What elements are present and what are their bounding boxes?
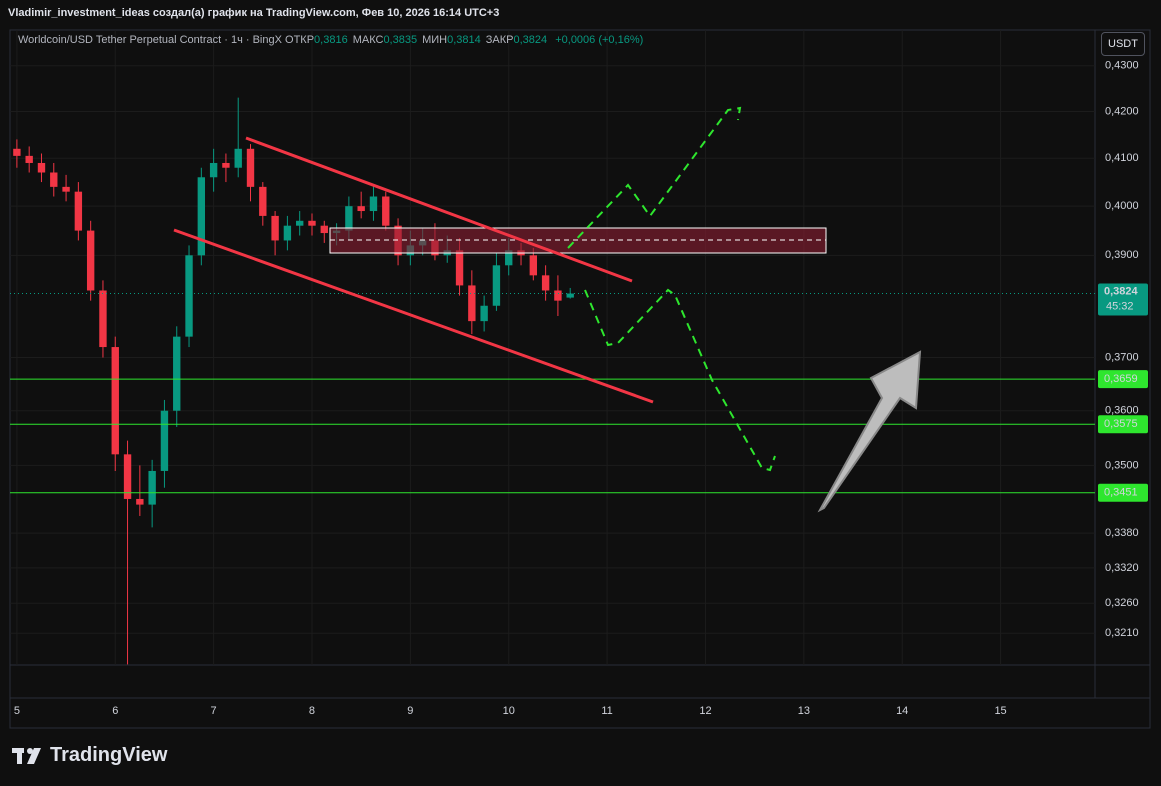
logo-shape <box>27 748 41 764</box>
candle-body <box>148 470 156 505</box>
ohlc: ОТКР0,3816 МАКС0,3835 МИН0,3814 ЗАКР0,3824 <box>285 34 552 46</box>
candle-body <box>492 265 501 306</box>
candle-body <box>160 410 169 471</box>
candle-body <box>566 293 574 298</box>
candle-body <box>554 290 562 301</box>
candle-body <box>541 275 550 291</box>
logo-shape <box>27 748 33 754</box>
header: Vladimir_investment_ideas создал(а) граф… <box>8 7 500 19</box>
channel-line <box>173 228 654 404</box>
level-label: 0,3451 <box>1104 487 1138 499</box>
candle-body <box>480 305 488 322</box>
ohlc-label: ОТКР <box>285 34 315 46</box>
x-tick-label: 5 <box>14 705 20 717</box>
level-label-box <box>1098 415 1148 434</box>
x-tick-label: 6 <box>112 705 118 717</box>
candle-body <box>74 191 83 231</box>
candle-body <box>382 196 390 226</box>
currency-button[interactable]: USDT <box>1101 32 1145 56</box>
change: +0,0006 (+0,16%) <box>555 34 644 46</box>
legend: Worldcoin/USD Tether Perpetual Contract … <box>18 34 648 46</box>
candle-body <box>357 206 365 212</box>
y-tick-label: 0,3600 <box>1105 405 1139 417</box>
candle-body <box>271 215 279 241</box>
candle-body <box>369 196 378 212</box>
x-tick-label: 13 <box>798 705 810 717</box>
candle-body <box>25 155 33 163</box>
y-tick-label: 0,3210 <box>1105 627 1139 639</box>
candle-body <box>197 177 206 256</box>
candle-body <box>455 250 464 286</box>
x-tick-label: 10 <box>503 705 515 717</box>
candle-body <box>246 148 255 187</box>
candle-body <box>320 225 328 234</box>
candle-body <box>62 186 70 192</box>
x-tick-label: 9 <box>407 705 413 717</box>
x-tick-label: 7 <box>211 705 217 717</box>
y-tick-label: 0,4200 <box>1105 105 1139 117</box>
candle-body <box>308 220 316 226</box>
level-label-box <box>1098 370 1148 389</box>
candle-body <box>86 230 95 291</box>
ohlc-value: 0,3835 <box>383 34 418 46</box>
x-tick-label: 14 <box>896 705 908 717</box>
y-tick-label: 0,3500 <box>1105 459 1139 471</box>
channel-line <box>245 136 633 283</box>
candle-body <box>345 206 353 231</box>
drawings <box>173 106 922 513</box>
candle-body <box>136 498 144 505</box>
ohlc-value: 0,3816 <box>314 34 348 46</box>
x-tick-label: 11 <box>601 705 612 717</box>
candle-body <box>50 172 58 187</box>
y-tick-label: 0,4000 <box>1105 200 1139 212</box>
countdown: 45:32 <box>1106 300 1134 312</box>
candle-body <box>529 255 538 276</box>
candle-body <box>37 162 46 173</box>
candle-body <box>296 220 304 226</box>
x-tick-label: 8 <box>309 705 315 717</box>
logo-shape <box>17 748 22 764</box>
ohlc-value: 0,3814 <box>447 34 481 46</box>
y-tick-label: 0,4100 <box>1105 152 1139 164</box>
projection-path <box>567 106 742 249</box>
x-tick-label: 12 <box>699 705 711 717</box>
candle-body <box>209 162 218 178</box>
candle-body <box>185 255 193 337</box>
y-tick-label: 0,3260 <box>1105 597 1139 609</box>
logo: TradingView <box>50 744 168 766</box>
y-tick-label: 0,3700 <box>1105 351 1139 363</box>
candle-body <box>283 225 292 241</box>
arrow <box>817 350 922 513</box>
candle-body <box>234 148 242 168</box>
ohlc-label: МАКС <box>352 34 384 46</box>
instrument: Worldcoin/USD Tether Perpetual Contract … <box>18 34 282 46</box>
y-tick-label: 0,3900 <box>1105 249 1139 261</box>
projection-path <box>584 288 776 472</box>
x-tick-label: 15 <box>994 705 1006 717</box>
y-tick-label: 0,4300 <box>1105 60 1139 72</box>
candle-body <box>123 454 132 499</box>
candle-body <box>111 347 119 455</box>
last-price-label: 0,3824 <box>1104 285 1139 297</box>
logo-icon <box>12 748 41 764</box>
level-label: 0,3575 <box>1104 418 1138 430</box>
y-tick-label: 0,3380 <box>1105 527 1139 539</box>
ohlc-label: МИН <box>422 34 448 46</box>
candle-body <box>99 290 107 348</box>
candle-body <box>173 336 181 411</box>
y-tick-label: 0,3320 <box>1105 562 1139 574</box>
level-label-box <box>1098 483 1148 502</box>
ohlc-value: 0,3824 <box>513 34 548 46</box>
ohlc-label: ЗАКР <box>485 34 514 46</box>
last-price-box <box>1098 283 1148 316</box>
candle-body <box>505 250 513 266</box>
level-label: 0,3659 <box>1104 373 1138 385</box>
candle-body <box>222 162 230 168</box>
candle-body <box>259 186 267 216</box>
candle-body <box>13 148 21 156</box>
candle-body <box>468 285 476 322</box>
